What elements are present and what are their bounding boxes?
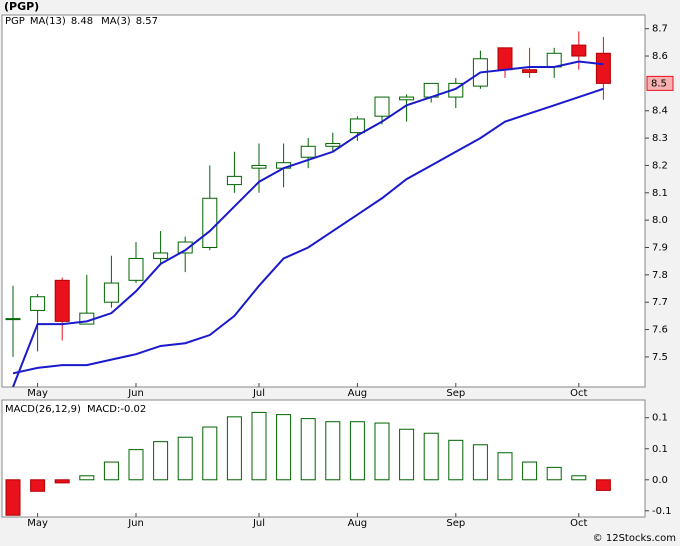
x-tick-label: Jun — [127, 518, 144, 529]
macd-panel — [1, 399, 646, 518]
macd-bar — [128, 449, 144, 481]
candle-body — [374, 96, 390, 117]
legend-name: MACD: — [87, 404, 120, 415]
candle-body — [595, 52, 611, 84]
legend-name: PGP — [5, 16, 25, 27]
candle-body — [54, 279, 70, 322]
macd-bar — [202, 426, 218, 481]
last-price-box — [646, 75, 674, 91]
y-tick-label: 8.7 — [652, 24, 668, 35]
x-tick-label: May — [27, 388, 48, 399]
macd-title: MACD(26,12,9) — [5, 404, 81, 415]
macd-bar — [374, 422, 390, 481]
candle-body — [30, 296, 46, 311]
x-tick-label: Sep — [446, 388, 465, 399]
legend-name: MA(3) — [101, 16, 131, 27]
x-tick-label: Jul — [252, 388, 265, 399]
price-panel — [1, 14, 646, 388]
ma-line — [12, 60, 604, 388]
macd-bar — [546, 466, 562, 481]
last-price-label: 8.5 — [651, 78, 667, 89]
macd-bar — [79, 475, 95, 481]
ma-line — [12, 87, 604, 375]
y-tick-label: 0.1 — [652, 444, 668, 455]
candle-body — [571, 44, 587, 57]
candle-body — [128, 257, 144, 281]
legend-value: 8.57 — [136, 16, 158, 27]
macd-bar — [595, 479, 611, 491]
y-tick-label: 0.0 — [652, 475, 668, 486]
candle-body — [522, 69, 538, 73]
y-tick-label: 7.6 — [652, 325, 668, 336]
candle-body — [5, 318, 21, 321]
y-tick-label: 8.2 — [652, 160, 668, 171]
macd-bar — [522, 461, 538, 481]
macd-bar — [423, 432, 439, 481]
candle-body — [251, 164, 267, 169]
y-tick-label: -0.1 — [652, 506, 672, 517]
macd-bar — [276, 414, 292, 481]
candle-body — [399, 96, 415, 101]
candle-body — [349, 118, 365, 134]
y-tick-label: 8.0 — [652, 215, 668, 226]
legend-value: 8.48 — [71, 16, 93, 27]
chart-title: (PGP) — [4, 0, 39, 13]
y-tick-label: 0.1 — [652, 413, 668, 424]
macd-bar — [226, 416, 242, 481]
y-tick-label: 7.5 — [652, 352, 668, 363]
macd-bar — [497, 452, 513, 481]
x-tick-label: Sep — [446, 518, 465, 529]
macd-bar — [177, 436, 193, 481]
macd-bar — [448, 439, 464, 481]
legend-name: MA(13) — [30, 16, 66, 27]
macd-bar — [571, 475, 587, 481]
candle-body — [153, 252, 169, 259]
macd-bar — [5, 479, 21, 516]
macd-bar — [251, 411, 267, 481]
x-tick-label: Jun — [127, 388, 144, 399]
macd-bar — [30, 479, 46, 492]
candle-body — [325, 143, 341, 147]
x-tick-label: Jul — [252, 518, 265, 529]
macd-bar — [153, 441, 169, 481]
candle-body — [226, 175, 242, 186]
candle-body — [103, 282, 119, 303]
x-tick-label: Oct — [570, 388, 587, 399]
x-tick-label: May — [27, 518, 48, 529]
y-tick-label: 7.8 — [652, 270, 668, 281]
candle-body — [497, 47, 513, 71]
candle-body — [202, 197, 218, 249]
macd-bar — [300, 418, 316, 481]
x-tick-label: Oct — [570, 518, 587, 529]
legend-value: -0.02 — [120, 404, 146, 415]
y-tick-label: 8.4 — [652, 106, 668, 117]
y-tick-label: 8.1 — [652, 188, 668, 199]
macd-bar — [54, 479, 70, 484]
macd-bar — [349, 421, 365, 481]
y-tick-label: 7.7 — [652, 297, 668, 308]
macd-bar — [472, 444, 488, 481]
macd-bar — [325, 421, 341, 481]
candle-body — [300, 145, 316, 158]
y-tick-label: 7.9 — [652, 243, 668, 254]
x-tick-label: Aug — [348, 388, 368, 399]
macd-bar — [399, 428, 415, 481]
macd-bar — [103, 461, 119, 481]
candle-body — [177, 241, 193, 254]
x-tick-label: Aug — [348, 518, 368, 529]
footer: © 12Stocks.com — [593, 533, 676, 544]
y-tick-label: 8.3 — [652, 133, 668, 144]
y-tick-label: 8.6 — [652, 51, 668, 62]
